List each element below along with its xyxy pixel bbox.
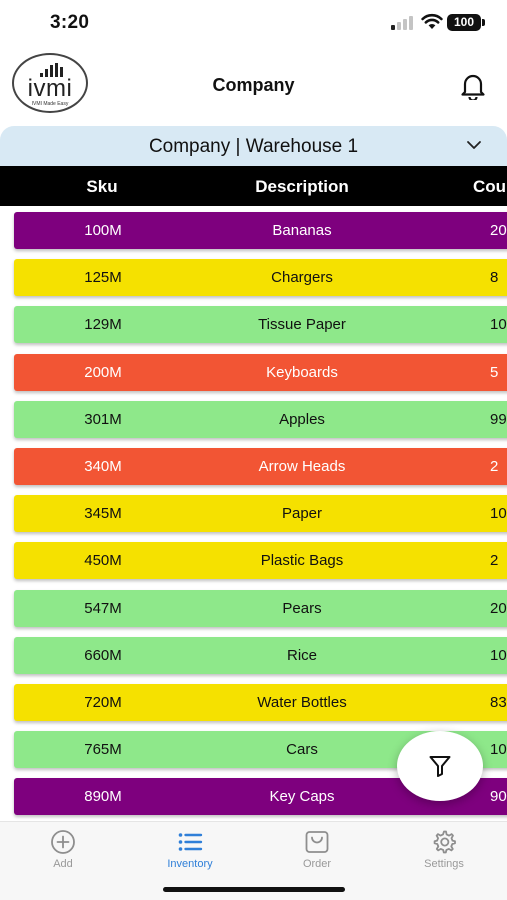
row-count: 5 (490, 363, 499, 381)
row-description: Bananas (272, 222, 332, 239)
row-description: Chargers (271, 269, 333, 287)
row-sku: 340M (84, 458, 122, 475)
nav-label-settings: Settings (424, 858, 464, 870)
logo-subtext: IVMI Made Easy (31, 101, 69, 107)
inventory-list[interactable]: 100M Bananas 20 125M Chargers 8 129M Tissue Pap… (0, 206, 507, 821)
row-count: 2 (490, 458, 499, 475)
logo-text: ivmi (27, 75, 73, 102)
row-description: Key Caps (269, 788, 335, 806)
row-description: Pears (282, 599, 322, 617)
chevron-down-icon (467, 141, 481, 149)
row-sku: 547M (84, 599, 122, 617)
column-header-description[interactable]: Description (255, 177, 349, 196)
nav-label-order: Order (302, 858, 332, 870)
inventory-row[interactable]: 301M Apples 99 (14, 400, 507, 438)
nav-item-settings[interactable]: Settings (381, 822, 507, 882)
nav-label-inventory: Inventory (167, 858, 213, 870)
nav-item-add[interactable]: Add (0, 822, 126, 882)
row-description: Paper (281, 505, 323, 523)
inventory-row[interactable]: 200M Keyboards 5 (14, 353, 507, 391)
row-description: Keyboards (266, 363, 338, 381)
row-count: 20 (490, 599, 507, 617)
inventory-row[interactable]: 345M Paper 10 (14, 495, 507, 533)
row-count: 83 (490, 694, 507, 711)
wifi-icon (421, 13, 443, 29)
row-sku: 100M (84, 222, 122, 239)
status-time: 3:20 (50, 12, 90, 33)
row-sku: 890M (84, 788, 122, 806)
row-count: 10 (490, 316, 507, 334)
location-selected: Company | Warehouse 1 (148, 136, 359, 157)
inventory-row[interactable]: 720M Water Bottles 83 (14, 684, 507, 721)
inventory-row[interactable]: 340M Arrow Heads 2 (14, 448, 507, 485)
row-sku: 129M (84, 316, 122, 334)
list-icon (178, 833, 203, 851)
row-sku: 720M (84, 694, 122, 711)
row-count: 10 (490, 505, 507, 523)
row-count: 99 (490, 410, 507, 428)
row-description: Cars (286, 741, 318, 759)
inventory-row[interactable]: 125M Chargers 8 (14, 259, 507, 297)
row-description: Water Bottles (257, 694, 347, 711)
row-count: 100 (490, 741, 507, 759)
inventory-row[interactable]: 660M Rice 10 (14, 636, 507, 674)
row-sku: 301M (84, 410, 122, 428)
logo-bars-icon (40, 63, 64, 77)
inventory-row[interactable]: 450M Plastic Bags 2 (14, 542, 507, 580)
plus-circle-icon (51, 830, 75, 854)
column-header-count[interactable]: Cou (473, 177, 507, 196)
inventory-row[interactable]: 547M Pears 20 (14, 589, 507, 627)
row-sku: 345M (84, 505, 122, 523)
nav-item-inventory[interactable]: Inventory (127, 822, 253, 882)
bell-icon[interactable] (458, 72, 488, 100)
inventory-row[interactable]: 129M Tissue Paper 10 (14, 306, 507, 344)
table-header: Sku Description Cou (0, 166, 507, 206)
row-sku: 765M (84, 741, 122, 759)
app-header: ivmi IVMI Made Easy Company (0, 46, 507, 126)
battery-level: 100 (453, 15, 475, 29)
filter-icon (429, 756, 451, 777)
cellular-signal-icon (391, 16, 413, 30)
shopping-bag-icon (305, 831, 329, 853)
row-description: Plastic Bags (260, 552, 344, 570)
row-count: 8 (490, 269, 499, 287)
ivmi-logo: ivmi IVMI Made Easy (12, 53, 88, 113)
row-sku: 200M (84, 363, 122, 381)
row-description: Rice (286, 646, 317, 664)
location-dropdown[interactable]: Company | Warehouse 1 (0, 126, 507, 166)
status-bar: 3:20 100 (0, 0, 507, 46)
row-count: 2 (490, 552, 499, 570)
gear-icon (433, 830, 456, 854)
row-sku: 125M (84, 269, 122, 287)
filter-button[interactable] (397, 731, 483, 801)
row-sku: 660M (84, 646, 122, 664)
home-indicator (163, 887, 345, 892)
nav-label-add: Add (53, 858, 73, 870)
row-description: Tissue Paper (258, 316, 346, 334)
nav-item-order[interactable]: Order (254, 822, 380, 882)
row-count: 90 (490, 788, 507, 806)
inventory-row[interactable]: 100M Bananas 20 (14, 212, 507, 249)
page-title: Company (212, 75, 295, 95)
battery-icon: 100 (447, 14, 481, 31)
row-description: Arrow Heads (258, 458, 346, 475)
column-header-sku[interactable]: Sku (86, 177, 118, 196)
battery-tip (482, 19, 485, 26)
row-description: Apples (279, 410, 325, 428)
row-sku: 450M (84, 552, 122, 570)
row-count: 20 (490, 222, 507, 239)
row-count: 10 (490, 646, 507, 664)
bottom-navigation: Add Inventory Order Settings (0, 821, 507, 900)
